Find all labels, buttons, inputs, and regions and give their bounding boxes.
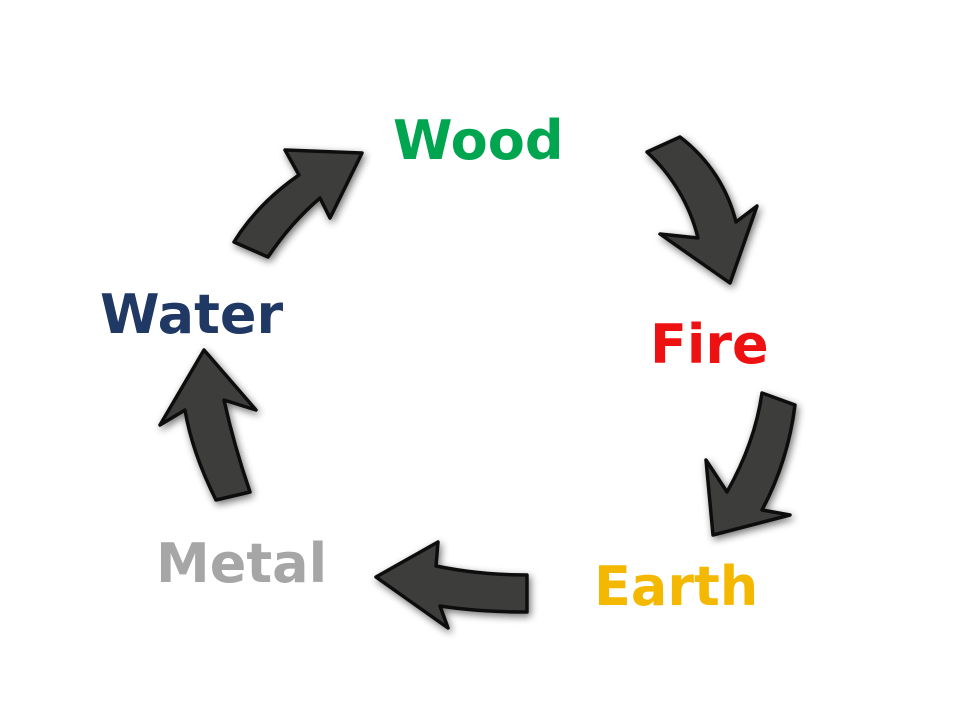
arrow-metal-to-water (158, 348, 258, 502)
node-fire: Fire (650, 313, 769, 376)
node-wood: Wood (393, 109, 564, 172)
node-earth: Earth (594, 555, 759, 618)
arrow-fire-to-earth (704, 391, 797, 537)
arrow-water-to-wood (232, 148, 364, 259)
node-water: Water (100, 283, 284, 346)
node-metal: Metal (156, 532, 328, 595)
arrow-earth-to-metal (374, 540, 529, 630)
arrow-wood-to-fire (645, 135, 759, 285)
